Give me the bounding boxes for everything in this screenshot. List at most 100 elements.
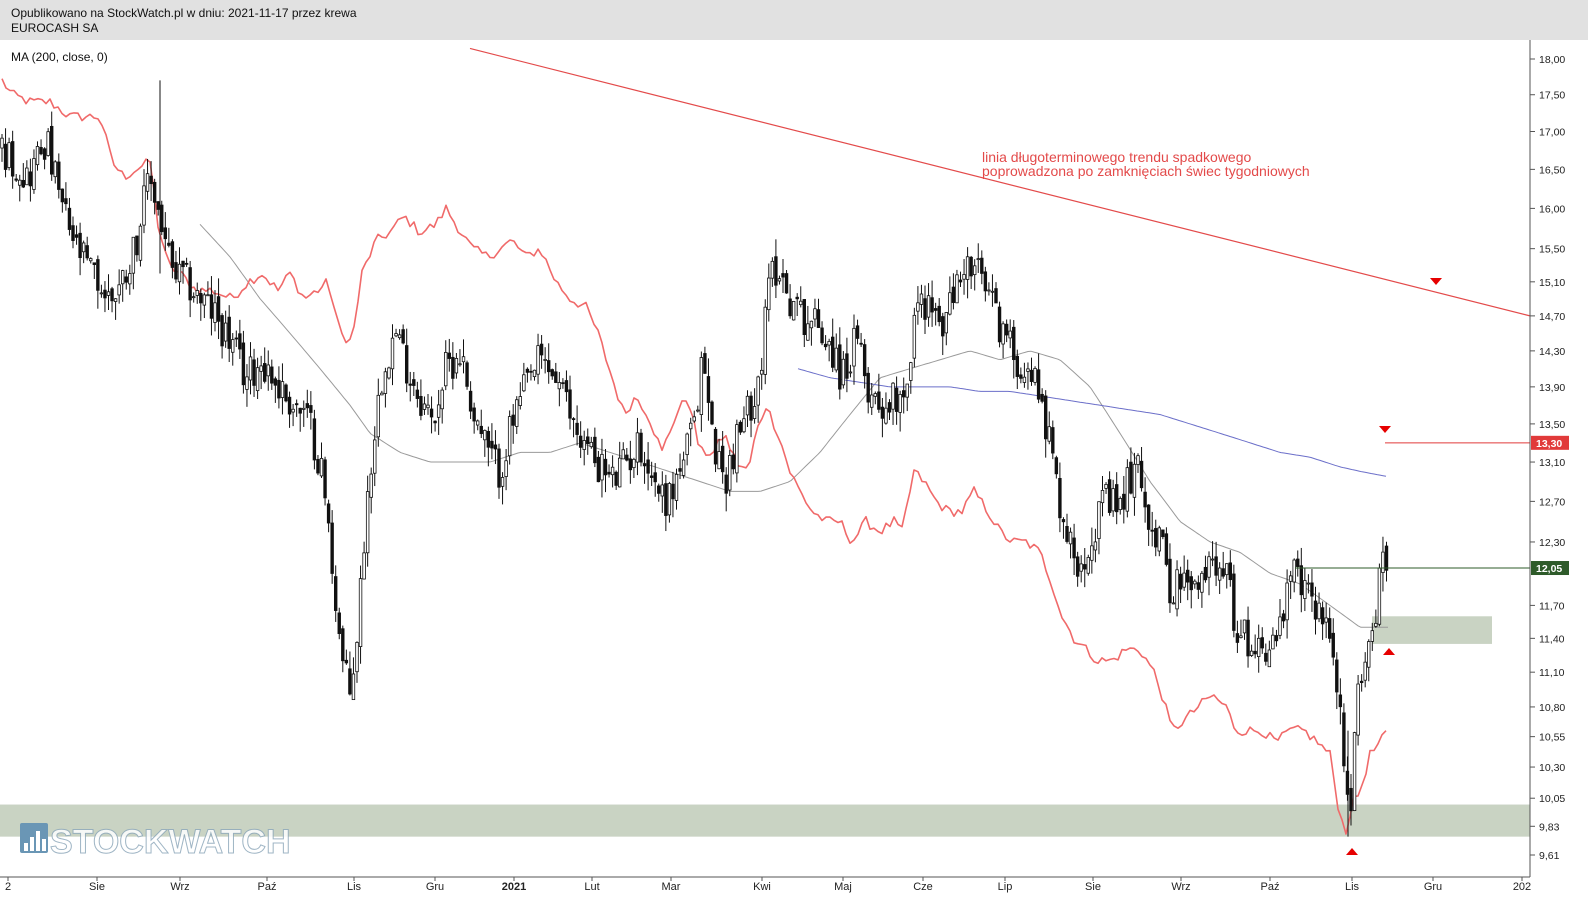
price-tick-label-1: 17,50 [1539, 90, 1565, 102]
candle-body-285 [1012, 326, 1016, 361]
logo-bar-3 [42, 839, 46, 851]
candle-body-221 [784, 273, 789, 294]
candle-body-144 [511, 414, 515, 426]
candle-body-53 [188, 267, 192, 301]
logo-text: STOCKWATCH [50, 823, 291, 861]
candle-body-45 [160, 204, 164, 233]
candle-body-122 [433, 420, 437, 424]
candle-body-253 [898, 394, 902, 413]
logo-bar-0 [24, 843, 28, 851]
candle-body-50 [177, 263, 182, 283]
candle-body-178 [632, 458, 636, 469]
horizontal-levels [1295, 442, 1530, 569]
price-badge-label-0: 13,30 [1536, 438, 1562, 450]
candle-body-287 [1019, 374, 1023, 379]
candle-body-116 [412, 379, 416, 386]
candle-body-181 [642, 463, 647, 467]
candle-body-151 [536, 345, 540, 375]
candle-body-211 [749, 395, 753, 421]
candle-body-165 [586, 436, 590, 444]
candle-body-335 [1189, 576, 1193, 591]
candle-body-31 [110, 288, 114, 302]
candle-body-385 [1367, 641, 1371, 668]
candle-body-37 [131, 236, 136, 274]
candle-body-35 [124, 276, 128, 283]
price-tick-label-20: 10,05 [1539, 793, 1565, 805]
candle-body-245 [870, 394, 874, 408]
candle-body-286 [1015, 355, 1019, 377]
candle-body-361 [1281, 613, 1286, 622]
candle-body-261 [926, 295, 931, 318]
candle-body-329 [1168, 558, 1172, 604]
marker-up-1 [1383, 648, 1395, 655]
candle-body-275 [976, 258, 980, 261]
price-tick-label-21: 9,83 [1539, 821, 1560, 833]
candle-body-205 [728, 455, 732, 491]
candle-body-38 [135, 235, 139, 256]
price-badge-label-1: 12,05 [1536, 563, 1562, 575]
candle-body-260 [923, 298, 927, 320]
candle-body-140 [497, 448, 501, 488]
candle-body-132 [468, 390, 473, 412]
candle-body-296 [1051, 427, 1055, 454]
candle-body-7 [25, 167, 29, 186]
time-tick-label-18: 202 [1513, 881, 1531, 893]
candle-body-52 [184, 262, 189, 265]
candle-body-384 [1363, 661, 1367, 681]
candle-body-10 [35, 146, 40, 166]
candle-body-309 [1097, 501, 1101, 539]
candle-body-126 [447, 352, 451, 359]
candle-body-17 [60, 188, 65, 203]
candle-body-363 [1288, 575, 1293, 582]
candle-body-189 [671, 483, 675, 500]
candle-body-164 [582, 440, 586, 450]
candle-body-124 [440, 389, 444, 410]
candle-body-191 [678, 468, 682, 472]
candle-body-352 [1249, 650, 1254, 656]
candle-body-131 [465, 362, 469, 387]
candle-body-117 [415, 389, 420, 399]
price-tick-label-15: 11,40 [1539, 633, 1565, 645]
candle-body-299 [1061, 519, 1066, 523]
candle-body-25 [89, 258, 93, 262]
candle-body-40 [142, 185, 146, 226]
candle-body-306 [1086, 557, 1090, 574]
candle-body-321 [1139, 460, 1144, 489]
candle-body-60 [213, 302, 217, 323]
candle-body-277 [983, 271, 988, 292]
price-tick-label-2: 17,00 [1539, 126, 1565, 138]
candle-body-233 [827, 340, 831, 346]
candle-body-348 [1235, 633, 1240, 643]
candle-body-81 [287, 396, 292, 415]
candle-body-33 [117, 284, 121, 296]
logo-bar-1 [30, 837, 34, 851]
candle-body-176 [625, 454, 629, 461]
price-tick-label-16: 11,10 [1539, 667, 1565, 679]
time-tick-label-14: Wrz [1171, 881, 1190, 893]
candle-body-368 [1306, 582, 1311, 585]
time-tick-label-12: Lip [998, 881, 1013, 893]
candle-body-314 [1115, 484, 1119, 513]
candle-body-36 [128, 273, 132, 285]
candle-body-225 [799, 300, 803, 306]
candle-body-23 [81, 242, 86, 253]
price-axis: 18,00 17,50 17,00 16,50 16,00 15,50 15,10 14,70… [1529, 40, 1569, 877]
candle-body-288 [1022, 376, 1027, 383]
candle-body-316 [1122, 493, 1126, 510]
candle-body-247 [877, 391, 881, 410]
candle-body-338 [1200, 572, 1204, 593]
candle-body-145 [515, 399, 519, 427]
candle-body-238 [845, 353, 849, 379]
candle-body-358 [1271, 634, 1275, 650]
price-tick-label-3: 16,50 [1539, 164, 1565, 176]
candle-body-5 [18, 179, 22, 186]
candle-body-291 [1033, 367, 1037, 383]
candle-body-163 [578, 435, 583, 448]
candle-body-370 [1313, 600, 1318, 620]
candle-body-356 [1264, 652, 1268, 662]
candle-body-207 [735, 424, 739, 474]
candle-body-333 [1182, 572, 1186, 588]
candle-body-101 [358, 578, 363, 647]
candle-body-208 [738, 421, 743, 433]
candle-body-107 [380, 392, 384, 396]
